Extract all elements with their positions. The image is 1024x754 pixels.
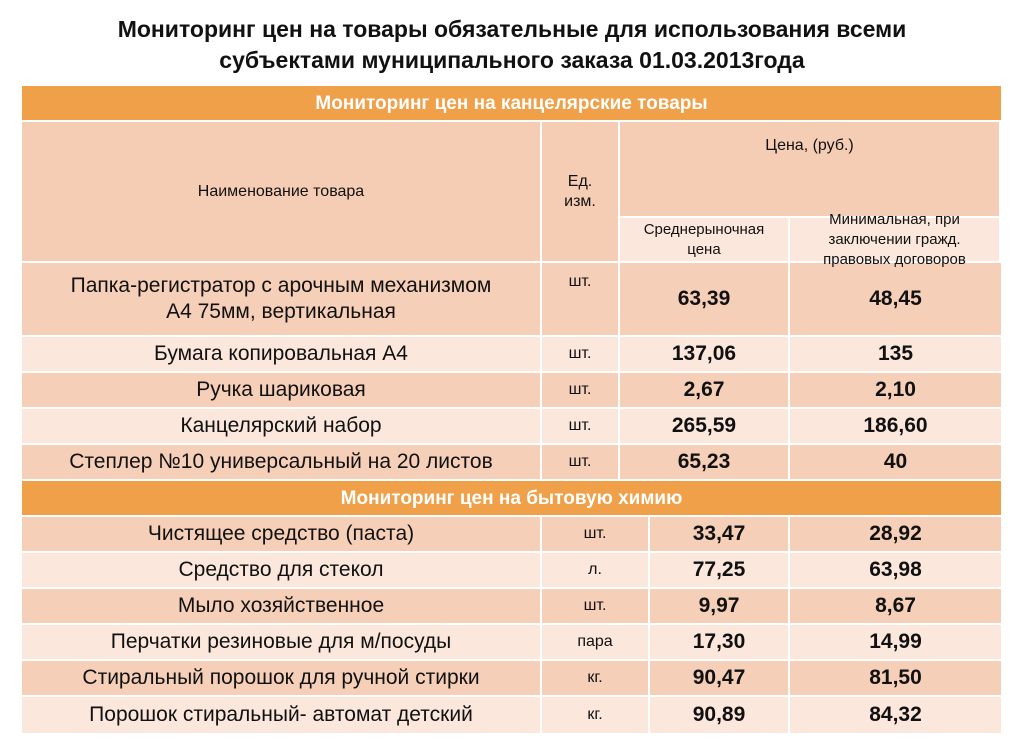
item-unit: шт. xyxy=(542,263,620,335)
title-line-1: Мониторинг цен на товары обязательные дл… xyxy=(117,16,907,42)
item-avg-price: 63,39 xyxy=(620,263,790,335)
item-min-price: 84,32 xyxy=(790,697,1001,733)
item-avg-price: 9,97 xyxy=(650,589,790,623)
item-name: Бумага копировальная А4 xyxy=(22,337,542,371)
item-avg-price: 33,47 xyxy=(650,517,790,551)
item-min-price: 2,10 xyxy=(790,373,1001,407)
table-row: Степлер №10 универсальный на 20 листов ш… xyxy=(22,445,1001,481)
header-avg-line-1: Среднерыночная xyxy=(643,220,765,238)
item-name: Чистящее средство (паста) xyxy=(22,517,542,551)
item-min-price: 63,98 xyxy=(790,553,1001,587)
table-row: Чистящее средство (паста) шт. 33,47 28,9… xyxy=(22,517,1001,553)
item-name: Стиральный порошок для ручной стирки xyxy=(22,661,542,695)
item-name: Порошок стиральный- автомат детский xyxy=(22,697,542,733)
table-row: Мыло хозяйственное шт. 9,97 8,67 xyxy=(22,589,1001,625)
item-name: Степлер №10 универсальный на 20 листов xyxy=(22,445,542,479)
item-min-price: 40 xyxy=(790,445,1001,479)
item-name: Ручка шариковая xyxy=(22,373,542,407)
item-avg-price: 65,23 xyxy=(620,445,790,479)
item-name: Мыло хозяйственное xyxy=(22,589,542,623)
section-header-household-chemicals: Мониторинг цен на бытовую химию xyxy=(22,481,1001,517)
item-avg-price: 265,59 xyxy=(620,409,790,443)
table-row: Ручка шариковая шт. 2,67 2,10 xyxy=(22,373,1001,409)
item-unit: шт. xyxy=(542,337,620,371)
item-min-price: 135 xyxy=(790,337,1001,371)
header-price: Цена, (руб.) xyxy=(620,122,1001,218)
item-unit: кг. xyxy=(542,661,650,695)
item-avg-price: 90,89 xyxy=(650,697,790,733)
header-name: Наименование товара xyxy=(22,122,542,263)
header-min-line-1: Минимальная, при xyxy=(829,210,960,228)
item-min-price: 81,50 xyxy=(790,661,1001,695)
header-unit-line-1: Ед. xyxy=(567,172,593,190)
table-row: Бумага копировальная А4 шт. 137,06 135 xyxy=(22,337,1001,373)
header-avg-price: Среднерыночная цена xyxy=(620,218,790,263)
item-name: Канцелярский набор xyxy=(22,409,542,443)
table-row: Стиральный порошок для ручной стирки кг.… xyxy=(22,661,1001,697)
item-unit: шт. xyxy=(542,409,620,443)
table-row: Средство для стекол л. 77,25 63,98 xyxy=(22,553,1001,589)
item-avg-price: 2,67 xyxy=(620,373,790,407)
item-name: Средство для стекол xyxy=(22,553,542,587)
header-unit-line-2: изм. xyxy=(564,192,596,210)
item-name: Перчатки резиновые для м/посуды xyxy=(22,625,542,659)
table-row: Канцелярский набор шт. 265,59 186,60 xyxy=(22,409,1001,445)
table-row: Порошок стиральный- автомат детский кг. … xyxy=(22,697,1001,733)
item-avg-price: 77,25 xyxy=(650,553,790,587)
item-unit: шт. xyxy=(542,589,650,623)
item-unit: шт. xyxy=(542,373,620,407)
item-name: Папка-регистратор с арочным механизмом А… xyxy=(22,263,542,335)
item-min-price: 186,60 xyxy=(790,409,1001,443)
item-min-price: 48,45 xyxy=(790,263,1001,335)
header-price-label: Цена, (руб.) xyxy=(765,137,854,154)
item-min-price: 28,92 xyxy=(790,517,1001,551)
table-row: Перчатки резиновые для м/посуды пара 17,… xyxy=(22,625,1001,661)
page-title: Мониторинг цен на товары обязательные дл… xyxy=(0,14,1024,76)
header-unit: Ед. изм. xyxy=(542,122,620,263)
item-avg-price: 137,06 xyxy=(620,337,790,371)
header-name-label: Наименование товара xyxy=(197,182,365,200)
title-line-2: субъектами муниципального заказа 01.03.2… xyxy=(219,47,805,73)
item-avg-price: 17,30 xyxy=(650,625,790,659)
table-row: Папка-регистратор с арочным механизмом А… xyxy=(22,263,1001,337)
header-min-line-3: правовых договоров xyxy=(823,250,966,268)
item-unit: л. xyxy=(542,553,650,587)
item-unit: пара xyxy=(542,625,650,659)
header-avg-line-2: цена xyxy=(687,240,721,258)
header-min-price: Минимальная, при заключении гражд. право… xyxy=(790,211,1001,268)
item-unit: шт. xyxy=(542,445,620,479)
item-min-price: 14,99 xyxy=(790,625,1001,659)
item-unit: шт. xyxy=(542,517,650,551)
item-avg-price: 90,47 xyxy=(650,661,790,695)
table-header: Наименование товара Ед. изм. Цена, (руб.… xyxy=(22,122,1001,268)
item-unit: кг. xyxy=(542,697,650,733)
section-header-stationery: Мониторинг цен на канцелярские товары xyxy=(22,86,1001,122)
price-table: Мониторинг цен на канцелярские товары На… xyxy=(22,86,1001,733)
header-min-line-2: заключении гражд. xyxy=(828,230,961,248)
item-min-price: 8,67 xyxy=(790,589,1001,623)
